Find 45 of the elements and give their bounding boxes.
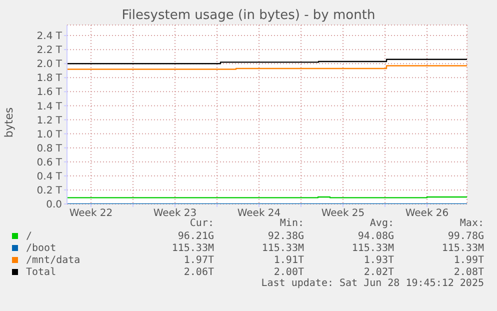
text: 2.02T [362,266,394,278]
text: 94.08G [356,230,394,242]
text: 92.38G [266,230,304,242]
text: 2.06T [182,266,214,278]
y-tick-label: 2.4 T [36,31,63,42]
text: Last update: Sat Jun 28 19:45:12 2025 [260,278,484,290]
text: Avg: [368,218,394,230]
text: 115.33M [260,242,304,254]
y-tick-label: 0.2 T [36,186,63,197]
y-tick-label: 1.6 T [36,87,63,98]
text: Max: [458,218,484,230]
y-tick-label: 1.8 T [36,73,63,84]
text: 2.08T [452,266,484,278]
x-tick-label: Week 25 [321,208,365,220]
x-tick-label: Week 24 [237,208,281,220]
x-tick-label: Week 26 [405,208,449,220]
chart-title: Filesystem usage (in bytes) - by month [120,8,376,23]
y-tick-label: 0.6 T [36,157,63,168]
x-tick-label: Week 23 [153,208,197,220]
y-tick-label: 0.8 T [36,143,63,154]
text: Min: [278,218,304,230]
text: 115.33M [440,242,484,254]
y-tick-label: 2.0 T [36,59,63,70]
text: 99.78G [446,230,484,242]
y-tick-label: 2.2 T [36,45,63,56]
y-axis-title: bytes [2,107,16,138]
y-tick-label: 1.2 T [36,115,63,126]
text: Cur: [188,218,214,230]
legend-label: /boot [26,242,56,254]
text: 1.99T [452,254,484,266]
y-tick-label: 1.0 T [36,129,63,140]
y-tick-label: 1.4 T [36,101,63,112]
legend-label: / [26,230,32,242]
legend-label: /mnt/data [26,254,80,266]
legend-label: Total [26,266,56,278]
text: 2.00T [272,266,304,278]
text: 115.33M [350,242,394,254]
text: 1.93T [362,254,394,266]
text: 96.21G [176,230,214,242]
x-tick-label: Week 22 [69,208,113,220]
text: 1.91T [272,254,304,266]
y-tick-label: 0.4 T [36,171,63,182]
text: 1.97T [182,254,214,266]
text: 115.33M [170,242,214,254]
y-tick-label: 0.0 [46,200,62,211]
